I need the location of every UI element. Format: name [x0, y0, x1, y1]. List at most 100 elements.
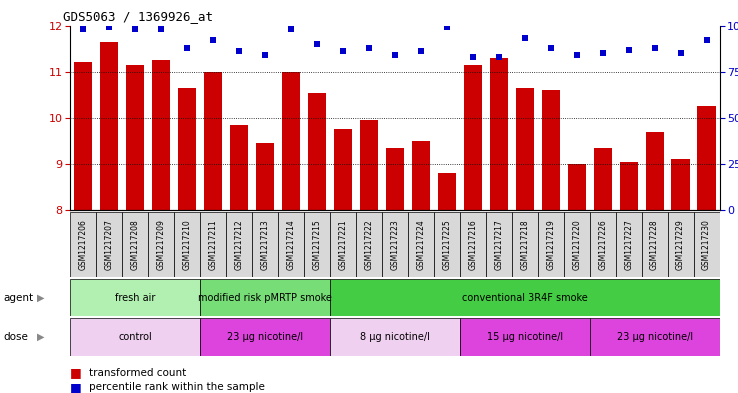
- Bar: [256, 143, 274, 210]
- Bar: [486, 212, 511, 277]
- Bar: [308, 92, 326, 210]
- Point: [623, 46, 635, 53]
- Bar: [434, 212, 460, 277]
- Point: [570, 52, 582, 58]
- Text: GSM1217214: GSM1217214: [286, 219, 295, 270]
- Text: conventional 3R4F smoke: conventional 3R4F smoke: [462, 293, 587, 303]
- Point: [233, 48, 245, 55]
- Bar: [516, 88, 534, 210]
- Point: [675, 50, 686, 56]
- Bar: [460, 318, 590, 356]
- Point: [519, 35, 531, 42]
- Bar: [615, 212, 641, 277]
- Bar: [148, 212, 174, 277]
- Bar: [226, 212, 252, 277]
- Bar: [590, 212, 615, 277]
- Text: GSM1217208: GSM1217208: [131, 219, 139, 270]
- Text: percentile rank within the sample: percentile rank within the sample: [89, 382, 264, 392]
- Bar: [200, 279, 330, 316]
- Text: 15 μg nicotine/l: 15 μg nicotine/l: [486, 332, 563, 342]
- Bar: [122, 212, 148, 277]
- Text: GSM1217212: GSM1217212: [235, 219, 244, 270]
- Bar: [382, 212, 408, 277]
- Text: modified risk pMRTP smoke: modified risk pMRTP smoke: [198, 293, 332, 303]
- Text: GSM1217226: GSM1217226: [599, 219, 607, 270]
- Bar: [438, 173, 456, 210]
- Bar: [126, 65, 144, 210]
- Point: [259, 52, 271, 58]
- Text: GSM1217223: GSM1217223: [390, 219, 399, 270]
- Text: GSM1217215: GSM1217215: [312, 219, 321, 270]
- Bar: [489, 58, 508, 210]
- Text: GSM1217211: GSM1217211: [209, 219, 218, 270]
- Point: [493, 54, 505, 60]
- Bar: [330, 279, 720, 316]
- Text: GSM1217220: GSM1217220: [572, 219, 581, 270]
- Text: GSM1217206: GSM1217206: [79, 219, 88, 270]
- Point: [155, 26, 167, 32]
- Bar: [100, 42, 118, 210]
- Text: GSM1217228: GSM1217228: [650, 219, 659, 270]
- Text: control: control: [118, 332, 152, 342]
- Text: fresh air: fresh air: [115, 293, 155, 303]
- Bar: [641, 212, 668, 277]
- Bar: [538, 212, 564, 277]
- Text: 8 μg nicotine/l: 8 μg nicotine/l: [360, 332, 430, 342]
- Point: [77, 26, 89, 32]
- Bar: [386, 148, 404, 210]
- Bar: [200, 212, 226, 277]
- Text: GSM1217225: GSM1217225: [442, 219, 451, 270]
- Point: [545, 44, 556, 51]
- Point: [700, 37, 712, 44]
- Bar: [74, 62, 92, 210]
- Point: [597, 50, 609, 56]
- Text: GSM1217224: GSM1217224: [416, 219, 425, 270]
- Bar: [334, 129, 352, 210]
- Text: GSM1217218: GSM1217218: [520, 219, 529, 270]
- Point: [415, 48, 427, 55]
- Point: [103, 24, 115, 31]
- Bar: [590, 318, 720, 356]
- Point: [337, 48, 349, 55]
- Bar: [646, 132, 663, 210]
- Point: [207, 37, 219, 44]
- Bar: [619, 162, 638, 210]
- Bar: [152, 60, 170, 210]
- Bar: [304, 212, 330, 277]
- Bar: [564, 212, 590, 277]
- Text: ■: ■: [70, 366, 82, 379]
- Text: ▶: ▶: [37, 332, 44, 342]
- Bar: [204, 72, 222, 210]
- Point: [311, 41, 323, 47]
- Bar: [668, 212, 694, 277]
- Point: [649, 44, 661, 51]
- Bar: [542, 90, 560, 210]
- Text: GSM1217217: GSM1217217: [494, 219, 503, 270]
- Bar: [330, 318, 460, 356]
- Bar: [330, 212, 356, 277]
- Point: [285, 26, 297, 32]
- Text: GSM1217207: GSM1217207: [105, 219, 114, 270]
- Text: GSM1217221: GSM1217221: [339, 219, 348, 270]
- Point: [363, 44, 375, 51]
- Text: GSM1217213: GSM1217213: [261, 219, 269, 270]
- Bar: [70, 212, 96, 277]
- Text: 23 μg nicotine/l: 23 μg nicotine/l: [227, 332, 303, 342]
- Text: 23 μg nicotine/l: 23 μg nicotine/l: [616, 332, 693, 342]
- Bar: [282, 72, 300, 210]
- Point: [441, 24, 452, 31]
- Bar: [408, 212, 434, 277]
- Bar: [694, 212, 720, 277]
- Bar: [593, 148, 612, 210]
- Text: GSM1217229: GSM1217229: [676, 219, 685, 270]
- Point: [129, 26, 141, 32]
- Bar: [412, 141, 430, 210]
- Bar: [359, 120, 378, 210]
- Text: GDS5063 / 1369926_at: GDS5063 / 1369926_at: [63, 10, 213, 23]
- Text: agent: agent: [4, 293, 34, 303]
- Text: ▶: ▶: [37, 293, 44, 303]
- Bar: [356, 212, 382, 277]
- Bar: [178, 88, 196, 210]
- Text: ■: ■: [70, 380, 82, 393]
- Text: GSM1217230: GSM1217230: [702, 219, 711, 270]
